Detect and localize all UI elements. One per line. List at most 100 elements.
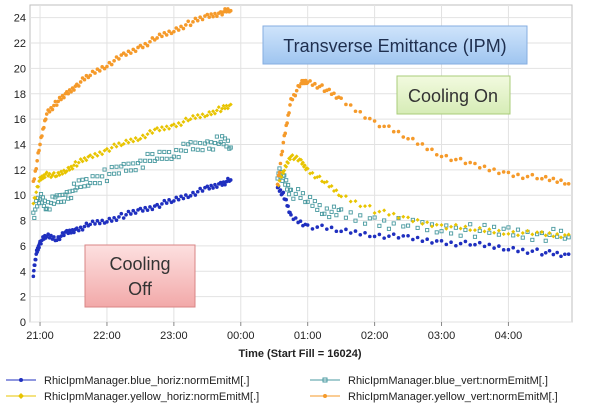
data-point — [64, 169, 69, 174]
data-point — [559, 178, 563, 182]
data-point — [221, 103, 226, 108]
data-point — [277, 170, 282, 175]
data-point — [284, 197, 288, 202]
data-point — [181, 26, 186, 31]
data-point — [124, 53, 128, 57]
data-point — [78, 225, 83, 230]
data-point — [458, 233, 463, 238]
y-tick-label: 16 — [14, 114, 26, 126]
data-point — [148, 205, 152, 209]
data-point — [90, 155, 95, 160]
data-point — [52, 103, 56, 108]
data-point — [228, 8, 233, 13]
data-point — [155, 202, 159, 207]
data-point — [147, 128, 152, 133]
data-point — [468, 160, 472, 165]
data-point — [76, 84, 81, 88]
data-point — [501, 232, 506, 237]
data-point — [35, 158, 39, 163]
x-tick-labels: 21:00 22:00 23:00 00:00 01:00 02:00 03:00 04:00 — [26, 330, 522, 342]
data-point — [157, 205, 162, 209]
data-point — [492, 246, 496, 250]
data-point — [559, 235, 564, 240]
data-point — [51, 170, 56, 175]
data-point — [33, 195, 38, 200]
data-point — [501, 248, 506, 252]
data-point — [131, 208, 136, 213]
data-point — [487, 242, 492, 247]
x-tick-label: 01:00 — [294, 330, 322, 342]
data-point — [133, 136, 138, 141]
data-point — [535, 176, 539, 181]
data-point — [109, 219, 114, 223]
data-point — [172, 29, 176, 34]
data-point — [363, 116, 367, 120]
data-point — [310, 203, 315, 208]
x-tick-label: 21:00 — [26, 330, 54, 342]
data-point — [39, 241, 43, 246]
data-point — [511, 233, 516, 238]
data-point — [547, 230, 552, 235]
data-point — [420, 142, 425, 146]
data-point — [174, 147, 179, 153]
x-axis-label: Time (Start Fill = 16024) — [239, 348, 362, 360]
data-point — [278, 161, 283, 166]
data-point — [520, 231, 525, 236]
chart-title: Transverse Emittance (IPM) — [283, 36, 506, 56]
data-point — [555, 231, 560, 236]
data-point — [420, 221, 425, 226]
data-point — [287, 192, 292, 197]
data-point — [372, 215, 377, 220]
data-point — [97, 221, 102, 226]
data-point — [75, 226, 79, 230]
data-point — [209, 112, 214, 117]
data-point — [209, 140, 214, 145]
data-point — [372, 119, 377, 123]
data-point — [425, 237, 429, 242]
data-point — [167, 126, 172, 131]
data-point — [449, 158, 453, 163]
data-point — [439, 229, 444, 234]
data-point — [37, 245, 41, 250]
data-point — [82, 77, 87, 82]
data-point — [290, 97, 295, 102]
annotation-cooling-off-line2: Off — [128, 279, 153, 299]
data-point — [543, 238, 548, 243]
data-point — [186, 142, 191, 147]
data-point — [540, 252, 544, 257]
x-tick-label: 22:00 — [93, 330, 121, 342]
y-tick-label: 8 — [20, 216, 26, 228]
data-point — [188, 140, 193, 145]
data-point — [193, 140, 198, 145]
data-point — [308, 79, 312, 83]
data-point — [135, 161, 141, 166]
y-tick-label: 24 — [14, 13, 26, 25]
data-point — [425, 147, 429, 152]
data-point — [293, 93, 298, 98]
data-point — [46, 232, 50, 237]
data-point — [140, 45, 145, 50]
data-point — [525, 251, 530, 255]
data-point — [293, 216, 298, 220]
x-tick-label: 23:00 — [160, 330, 188, 342]
y-tick-label: 12 — [14, 165, 26, 177]
data-point — [382, 208, 387, 213]
data-point — [348, 103, 353, 107]
data-point — [415, 217, 420, 222]
data-point — [107, 171, 112, 177]
data-point — [327, 214, 332, 220]
data-point — [497, 244, 501, 248]
data-point — [382, 236, 386, 240]
data-point — [147, 158, 153, 163]
data-point — [150, 130, 155, 135]
data-point — [482, 244, 487, 249]
data-point — [131, 161, 136, 166]
legend-item-yellow-vert: RhicIpmManager.yellow_vert:normEmitM[.] — [310, 391, 558, 403]
annotation-cooling-off: Cooling Off — [84, 244, 196, 308]
y-tick-label: 6 — [20, 241, 26, 253]
data-point — [212, 111, 217, 116]
y-tick-label: 4 — [20, 266, 26, 278]
data-point — [308, 194, 313, 200]
data-point — [109, 62, 114, 67]
